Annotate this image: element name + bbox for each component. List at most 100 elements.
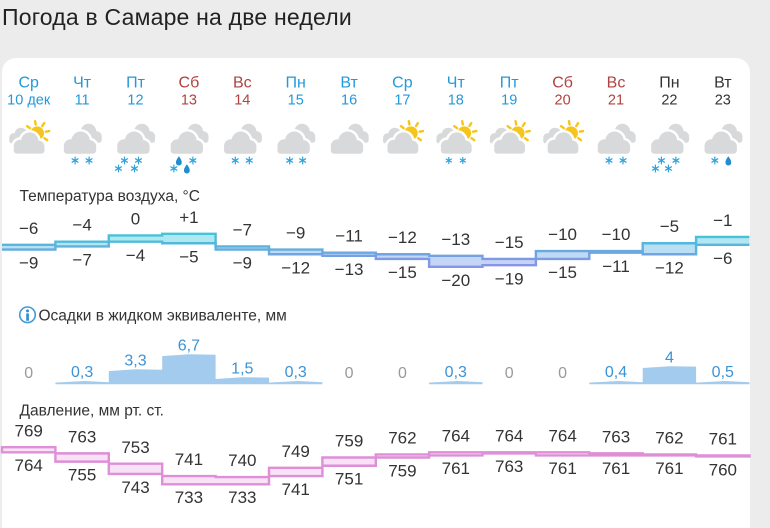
svg-text:Вт: Вт bbox=[340, 75, 358, 92]
svg-text:4: 4 bbox=[665, 350, 674, 367]
svg-text:760: 760 bbox=[709, 460, 737, 479]
svg-text:762: 762 bbox=[655, 429, 683, 448]
svg-text:Пт: Пт bbox=[500, 75, 520, 92]
svg-text:769: 769 bbox=[15, 421, 43, 440]
svg-text:751: 751 bbox=[335, 470, 363, 489]
svg-text:11: 11 bbox=[75, 93, 90, 109]
svg-text:−6: −6 bbox=[713, 249, 732, 268]
svg-text:−10: −10 bbox=[602, 225, 631, 244]
svg-text:23: 23 bbox=[715, 93, 731, 109]
svg-text:1,5: 1,5 bbox=[231, 361, 253, 378]
svg-text:Чт: Чт bbox=[73, 75, 92, 92]
svg-text:743: 743 bbox=[121, 478, 149, 497]
svg-text:753: 753 bbox=[121, 438, 149, 457]
svg-text:Пт: Пт bbox=[126, 75, 146, 92]
svg-text:3,3: 3,3 bbox=[124, 353, 146, 370]
svg-text:−11: −11 bbox=[602, 257, 630, 276]
svg-text:21: 21 bbox=[608, 93, 624, 109]
svg-text:0,3: 0,3 bbox=[285, 364, 307, 381]
svg-text:749: 749 bbox=[282, 442, 310, 461]
svg-text:−13: −13 bbox=[441, 230, 470, 249]
svg-text:−12: −12 bbox=[655, 258, 684, 277]
svg-text:−5: −5 bbox=[179, 247, 198, 266]
svg-text:Сб: Сб bbox=[552, 75, 573, 92]
svg-text:−19: −19 bbox=[495, 269, 524, 288]
svg-text:0: 0 bbox=[558, 365, 567, 382]
svg-text:−6: −6 bbox=[19, 219, 38, 238]
svg-text:16: 16 bbox=[341, 93, 357, 109]
svg-text:Пн: Пн bbox=[659, 75, 679, 92]
svg-text:761: 761 bbox=[709, 430, 737, 449]
svg-text:0: 0 bbox=[505, 365, 514, 382]
svg-text:6,7: 6,7 bbox=[178, 338, 200, 355]
svg-text:0,3: 0,3 bbox=[445, 364, 467, 381]
svg-text:0: 0 bbox=[345, 365, 354, 382]
svg-text:763: 763 bbox=[495, 457, 523, 476]
svg-text:−10: −10 bbox=[548, 225, 577, 244]
svg-text:−20: −20 bbox=[441, 271, 470, 290]
svg-text:733: 733 bbox=[228, 488, 256, 507]
svg-text:740: 740 bbox=[228, 451, 256, 470]
svg-text:Температура воздуха, °C: Температура воздуха, °C bbox=[20, 188, 200, 205]
svg-text:0: 0 bbox=[398, 365, 407, 382]
svg-text:0: 0 bbox=[131, 209, 140, 228]
svg-text:10 дек: 10 дек bbox=[7, 93, 51, 109]
svg-text:−11: −11 bbox=[335, 227, 363, 246]
svg-text:−4: −4 bbox=[72, 216, 91, 235]
svg-text:764: 764 bbox=[548, 426, 576, 445]
svg-text:Ср: Ср bbox=[392, 75, 413, 92]
svg-text:18: 18 bbox=[448, 93, 464, 109]
svg-text:0,3: 0,3 bbox=[71, 364, 93, 381]
svg-text:19: 19 bbox=[501, 93, 517, 109]
svg-text:763: 763 bbox=[602, 428, 630, 447]
svg-text:761: 761 bbox=[655, 459, 683, 478]
svg-text:−4: −4 bbox=[126, 246, 145, 265]
svg-text:15: 15 bbox=[288, 93, 304, 109]
svg-text:Ср: Ср bbox=[18, 75, 39, 92]
svg-text:14: 14 bbox=[234, 93, 250, 109]
svg-text:Чт: Чт bbox=[447, 75, 466, 92]
svg-text:−5: −5 bbox=[660, 217, 679, 236]
svg-text:Вт: Вт bbox=[714, 75, 732, 92]
svg-text:−1: −1 bbox=[713, 211, 732, 230]
svg-text:−12: −12 bbox=[388, 228, 417, 247]
svg-text:0: 0 bbox=[24, 365, 33, 382]
svg-text:Осадки в жидком эквиваленте, м: Осадки в жидком эквиваленте, мм bbox=[39, 308, 287, 325]
svg-text:763: 763 bbox=[68, 428, 96, 447]
svg-text:759: 759 bbox=[388, 461, 416, 480]
svg-text:−13: −13 bbox=[335, 260, 364, 279]
svg-text:−15: −15 bbox=[495, 233, 524, 252]
svg-text:−9: −9 bbox=[19, 254, 38, 273]
svg-text:Давление, мм рт. ст.: Давление, мм рт. ст. bbox=[20, 403, 164, 420]
svg-text:764: 764 bbox=[495, 426, 523, 445]
svg-text:−7: −7 bbox=[72, 251, 91, 270]
svg-text:733: 733 bbox=[175, 488, 203, 507]
svg-text:764: 764 bbox=[442, 426, 470, 445]
svg-text:−15: −15 bbox=[388, 263, 417, 282]
svg-text:761: 761 bbox=[548, 459, 576, 478]
svg-text:741: 741 bbox=[175, 450, 203, 469]
svg-text:764: 764 bbox=[15, 456, 43, 475]
svg-text:Вс: Вс bbox=[607, 75, 626, 92]
svg-text:17: 17 bbox=[394, 93, 410, 109]
svg-text:741: 741 bbox=[282, 480, 310, 499]
svg-text:Пн: Пн bbox=[286, 75, 306, 92]
svg-text:755: 755 bbox=[68, 465, 96, 484]
svg-text:−7: −7 bbox=[233, 220, 252, 239]
svg-text:761: 761 bbox=[442, 459, 470, 478]
svg-text:0,4: 0,4 bbox=[605, 364, 627, 381]
svg-text:12: 12 bbox=[127, 93, 143, 109]
svg-text:Вс: Вс bbox=[233, 75, 252, 92]
svg-text:−15: −15 bbox=[548, 263, 577, 282]
svg-text:−12: −12 bbox=[281, 258, 310, 277]
svg-text:−9: −9 bbox=[233, 254, 252, 273]
svg-text:22: 22 bbox=[661, 93, 677, 109]
svg-text:20: 20 bbox=[555, 93, 571, 109]
svg-text:13: 13 bbox=[181, 93, 197, 109]
svg-text:Сб: Сб bbox=[179, 75, 200, 92]
svg-text:−9: −9 bbox=[286, 224, 305, 243]
svg-text:+1: +1 bbox=[179, 208, 198, 227]
svg-text:759: 759 bbox=[335, 432, 363, 451]
svg-text:0,5: 0,5 bbox=[712, 364, 734, 381]
svg-text:762: 762 bbox=[388, 429, 416, 448]
